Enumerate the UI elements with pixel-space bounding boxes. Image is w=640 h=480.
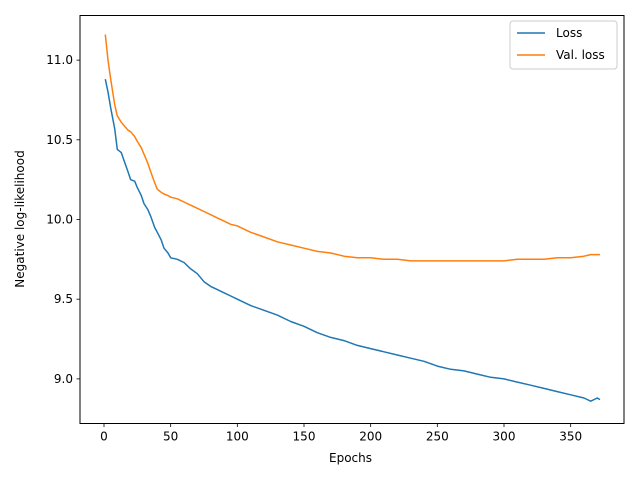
x-tick-label: 250 <box>426 430 449 444</box>
x-axis-label: Epochs <box>329 451 372 465</box>
series-line-val-loss <box>104 34 600 262</box>
x-tick-label: 300 <box>493 430 516 444</box>
x-tick-label: 100 <box>226 430 249 444</box>
y-tick-label: 10.0 <box>46 213 73 227</box>
series-layer <box>104 34 601 402</box>
x-tick-label: 0 <box>100 430 108 444</box>
series-line-loss <box>104 79 601 402</box>
x-axis: 0 50 100 150 200 250 300 350 <box>100 423 582 444</box>
x-tick-label: 50 <box>163 430 178 444</box>
legend: Loss Val. loss <box>509 20 618 70</box>
y-tick-label: 11.0 <box>46 53 73 67</box>
x-tick-label: 200 <box>359 430 382 444</box>
y-tick-label: 9.0 <box>54 372 73 386</box>
y-axis-label: Negative log-likelihood <box>13 150 27 287</box>
y-axis: 9.0 9.5 10.0 10.5 11.0 <box>46 53 80 386</box>
plot-area <box>79 15 625 424</box>
y-tick-label: 10.5 <box>46 133 73 147</box>
legend-label-val-loss: Val. loss <box>556 48 605 62</box>
x-tick-label: 350 <box>559 430 582 444</box>
x-tick-label: 150 <box>293 430 316 444</box>
y-tick-label: 9.5 <box>54 292 73 306</box>
legend-label-loss: Loss <box>556 26 582 40</box>
